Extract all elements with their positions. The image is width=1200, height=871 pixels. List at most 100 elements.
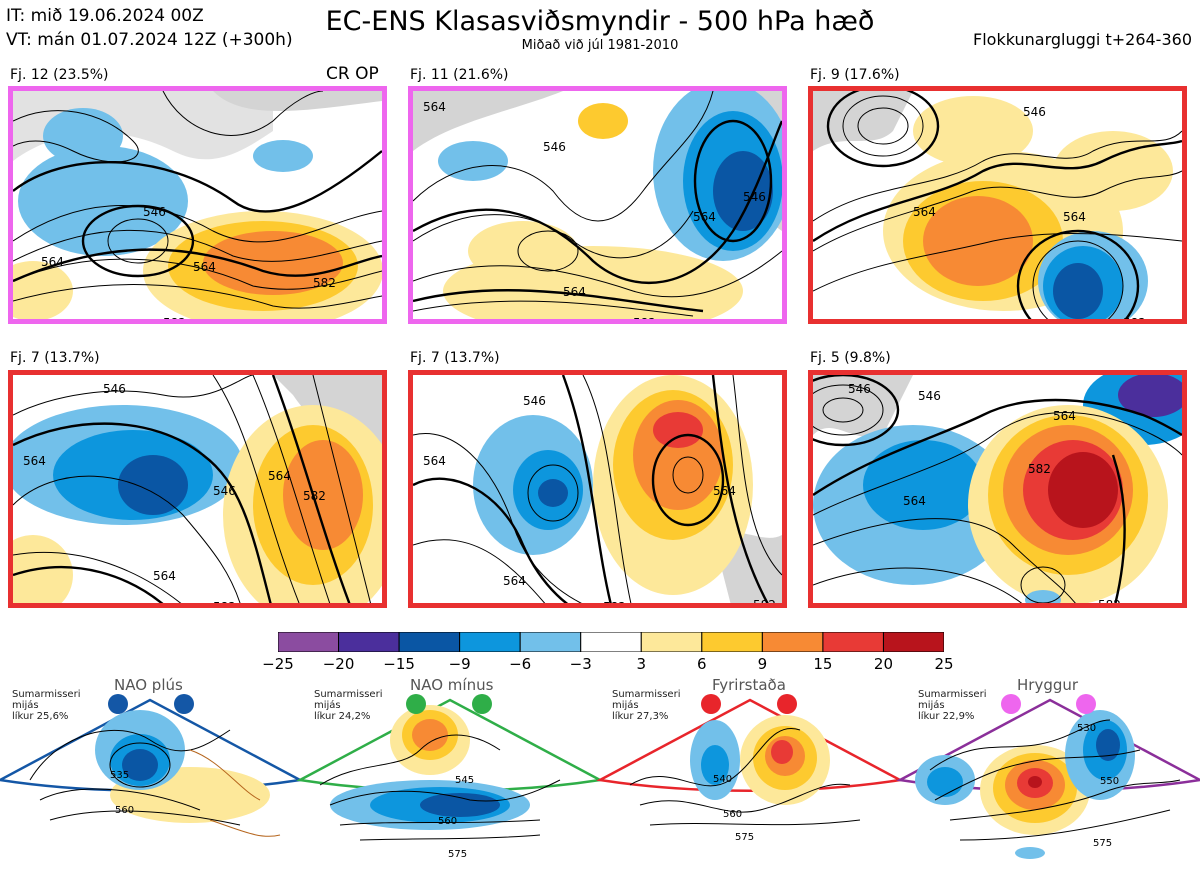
contour-label: 582 <box>753 598 776 608</box>
regime-map-ridge: 530 550 575 <box>896 698 1200 859</box>
panel-cluster-7b: 546 564 564 564 582 582 <box>408 370 787 608</box>
colorbar-swatch <box>640 632 703 652</box>
panel-5-label: Fj. 7 (13.7%) <box>410 350 500 366</box>
colorbar-swatch <box>459 632 521 652</box>
regime-contour-label: 550 <box>1100 776 1119 787</box>
regime-blocking-dot <box>701 694 721 714</box>
contour-label: 546 <box>918 389 941 403</box>
regime-nao-minus-text: Sumarmisseri mijás líkur 24,2% <box>314 689 383 722</box>
regime-ridge-dot <box>1076 694 1096 714</box>
regime-contour-label: 545 <box>455 775 474 786</box>
regime-nao-minus-dot <box>472 694 492 714</box>
regime-ridge-text: Sumarmisseri mijás líkur 22,9% <box>918 689 987 722</box>
panel-cluster-9: 546 564 564 582 <box>808 86 1187 324</box>
contour-label: 564 <box>1063 210 1086 224</box>
page-title: EC-ENS Klasasviðsmyndir - 500 hPa hæð <box>325 6 875 37</box>
panel-2-label: Fj. 11 (21.6%) <box>410 67 509 83</box>
contour-label: 546 <box>743 190 766 204</box>
panel-map: 546 564 564 546 564 582 <box>413 91 782 319</box>
colorbar-swatch <box>761 632 824 652</box>
contour-label: 546 <box>848 382 871 396</box>
regime-ridge-name: Hryggur <box>1017 676 1079 694</box>
panel-cluster-5: 546 546 564 564 582 582 <box>808 370 1187 608</box>
contour-label: 564 <box>503 574 526 588</box>
regime-contour-label: 575 <box>735 832 754 843</box>
contour-label: 564 <box>23 454 46 468</box>
colorbar-swatch <box>580 632 642 652</box>
regime-contour-label: 560 <box>438 816 457 827</box>
contour-label: 582 <box>1028 462 1051 476</box>
contour-label: 564 <box>713 484 736 498</box>
colorbar-tick-label: 20 <box>873 655 893 673</box>
contour-label: 546 <box>523 394 546 408</box>
panel-cluster-11: 546 564 564 546 564 582 <box>408 86 787 324</box>
colorbar-tick-label: −6 <box>509 655 532 673</box>
regime-maps: 535 560 545 560 575 540 <box>0 698 1200 860</box>
classification-window: Flokkunargluggi t+264-360 <box>973 30 1192 49</box>
contour-label: 564 <box>423 100 446 114</box>
colorbar-tick-label: −20 <box>322 655 355 673</box>
contour-label: 582 <box>603 600 626 608</box>
contour-label: 546 <box>143 205 166 219</box>
contour-label: 564 <box>41 255 64 269</box>
contour-label: 582 <box>213 600 236 608</box>
panel-6-label: Fj. 5 (9.8%) <box>810 350 891 366</box>
regime-contour-label: 560 <box>723 809 742 820</box>
contour-label: 564 <box>913 205 936 219</box>
regime-nao-plus-dot <box>108 694 128 714</box>
panel-cluster-7a: 546 564 546 564 564 582 582 <box>8 370 387 608</box>
regime-contour-label: 575 <box>448 849 467 860</box>
colorbar-tick-label: −9 <box>448 655 471 673</box>
panel-map: 546 564 564 582 <box>813 91 1182 319</box>
regime-contour-label: 575 <box>1093 838 1112 849</box>
panel-cluster-12: 546 564 564 582 582 <box>8 86 387 324</box>
panel-1-label: Fj. 12 (23.5%) <box>10 67 109 83</box>
colorbar-swatch <box>701 632 763 652</box>
panel-3-label: Fj. 9 (17.6%) <box>810 67 900 83</box>
regime-blocking-text: Sumarmisseri mijás líkur 27,3% <box>612 689 681 722</box>
colorbar-tick-label: −3 <box>569 655 592 673</box>
regime-blocking-dot <box>777 694 797 714</box>
contour-label: 564 <box>193 260 216 274</box>
contour-label: 564 <box>903 494 926 508</box>
colorbar-swatch <box>519 632 582 652</box>
regime-nao-plus-text: Sumarmisseri mijás líkur 25,6% <box>12 689 81 722</box>
page-subtitle: Miðað við júl 1981-2010 <box>521 38 679 53</box>
regime-contour-label: 535 <box>110 770 129 781</box>
panel-4-label: Fj. 7 (13.7%) <box>10 350 100 366</box>
regime-map-blocking: 540 560 575 <box>596 698 904 843</box>
contour-label: 564 <box>423 454 446 468</box>
colorbar-swatch <box>822 632 884 652</box>
panel-1-crop-label: CR OP <box>326 64 379 84</box>
contour-label: 582 <box>313 276 336 290</box>
colorbar-tick-label: −25 <box>262 655 294 673</box>
contour-label: 564 <box>563 285 586 299</box>
regime-ridge-dot <box>1001 694 1021 714</box>
contour-label: 546 <box>543 140 566 154</box>
regime-nao-minus-dot <box>406 694 426 714</box>
contour-label: 582 <box>1098 598 1121 608</box>
contour-label: 546 <box>103 382 126 396</box>
colorbar-tick-label: 6 <box>697 655 707 673</box>
contour-label: 564 <box>1053 409 1076 423</box>
colorbar-tick-label: 15 <box>813 655 833 673</box>
regime-nao-plus-dot <box>174 694 194 714</box>
contour-label: 582 <box>303 489 326 503</box>
contour-label: 564 <box>268 469 291 483</box>
colorbar-tick-label: 9 <box>757 655 768 673</box>
panel-map: 546 564 564 564 582 582 <box>413 375 782 608</box>
regime-contour-label: 560 <box>115 805 134 816</box>
regime-nao-plus-name: NAO plús <box>114 676 183 694</box>
colorbar-tick-label: −15 <box>383 655 415 673</box>
contour-label: 546 <box>213 484 236 498</box>
regime-contour-label: 540 <box>713 774 732 785</box>
colorbar-swatch <box>278 632 340 652</box>
header-info: IT: mið 19.06.2024 00Z VT: mán 01.07.202… <box>6 4 293 52</box>
regime-blocking-name: Fyrirstaða <box>712 676 786 694</box>
colorbar-tick-label: 3 <box>636 655 647 673</box>
regime-nao-minus-name: NAO mínus <box>410 676 494 694</box>
contour-label: 564 <box>153 569 176 583</box>
contour-label: 564 <box>693 210 716 224</box>
colorbar-swatch <box>398 632 461 652</box>
panel-map: 546 564 546 564 564 582 582 <box>13 375 382 608</box>
